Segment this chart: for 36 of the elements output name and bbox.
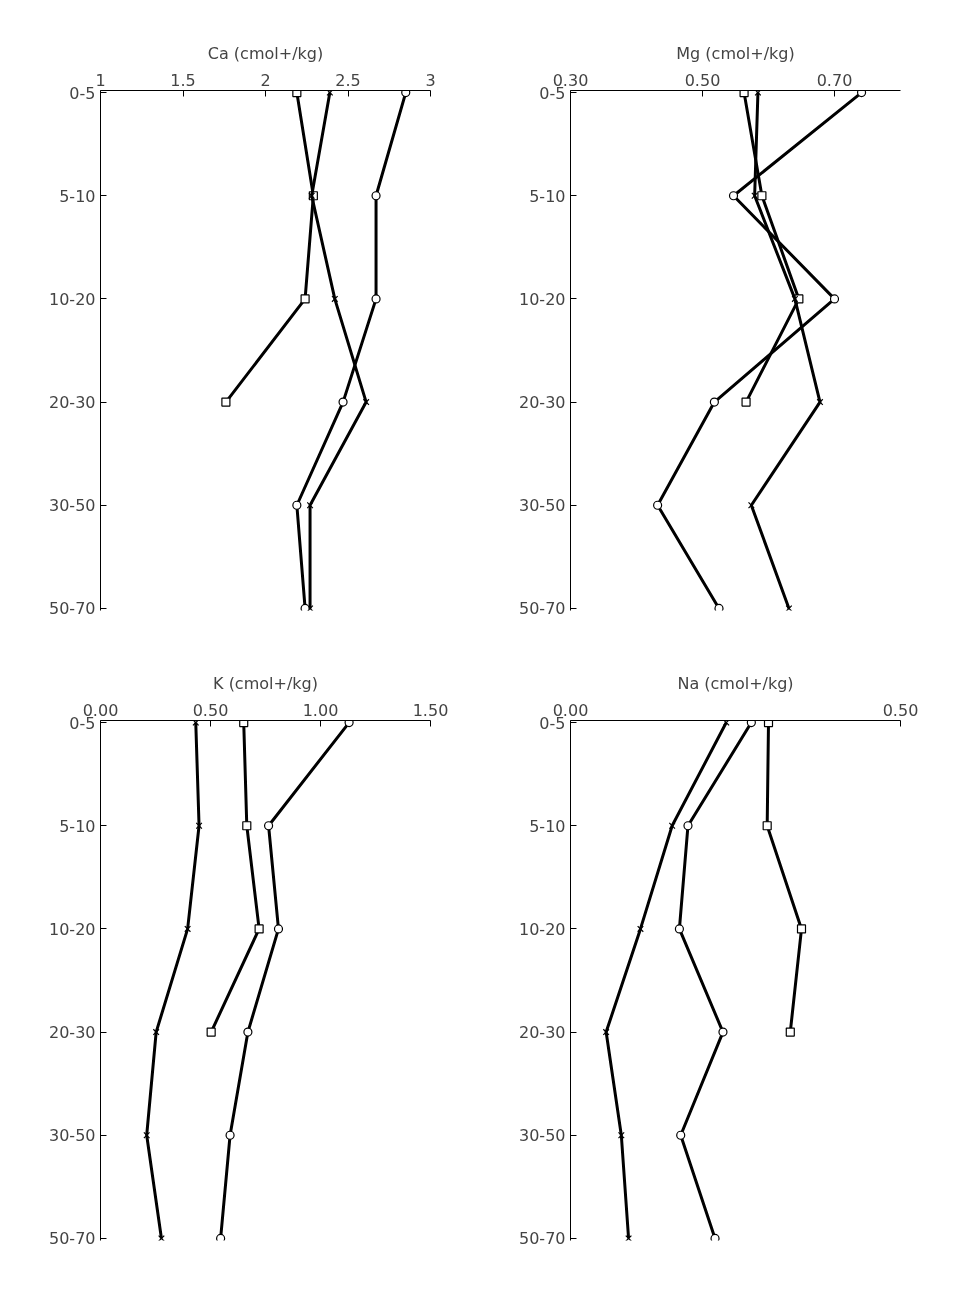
y-tick-label: 30-50: [49, 496, 96, 516]
y-tick-label: 0-5: [69, 83, 96, 103]
y-tick-label: 30-50: [49, 1126, 96, 1146]
x-tick-label: 2.5: [335, 70, 361, 90]
x-axis-title: Mg (cmol+/kg): [676, 43, 795, 63]
x-tick-label: 3: [425, 70, 436, 90]
y-tick-label: 30-50: [519, 496, 566, 516]
y-tick-label: 50-70: [519, 599, 566, 619]
x-tick-label: 0.50: [684, 70, 721, 90]
x-tick-label: 1.5: [170, 70, 196, 90]
y-tick-label: 10-20: [519, 919, 566, 939]
y-tick-label: 20-30: [49, 393, 96, 413]
x-tick-label: 0.70: [816, 70, 853, 90]
y-tick-label: 30-50: [519, 1126, 566, 1146]
x-tick-label: 1.50: [412, 700, 449, 720]
y-tick-label: 5-10: [529, 816, 566, 836]
y-tick-label: 10-20: [519, 289, 566, 309]
y-tick-label: 50-70: [49, 599, 96, 619]
y-tick-label: 20-30: [519, 393, 566, 413]
y-tick-label: 50-70: [519, 1229, 566, 1249]
y-tick-label: 5-10: [59, 186, 96, 206]
x-tick-label: 1: [95, 70, 106, 90]
y-tick-label: 50-70: [49, 1229, 96, 1249]
x-tick-label: 1.00: [302, 700, 339, 720]
x-axis-title: K (cmol+/kg): [213, 673, 318, 693]
x-axis-title: Na (cmol+/kg): [677, 673, 794, 693]
x-tick-label: 0.50: [192, 700, 229, 720]
x-tick-label: 2: [260, 70, 271, 90]
x-tick-label: 0.50: [882, 700, 919, 720]
y-tick-label: 10-20: [49, 919, 96, 939]
y-tick-label: 5-10: [529, 186, 566, 206]
y-tick-label: 20-30: [49, 1023, 96, 1043]
y-tick-label: 20-30: [519, 1023, 566, 1043]
y-tick-label: 5-10: [59, 816, 96, 836]
x-axis-title: Ca (cmol+/kg): [207, 43, 324, 63]
y-tick-label: 10-20: [49, 289, 96, 309]
